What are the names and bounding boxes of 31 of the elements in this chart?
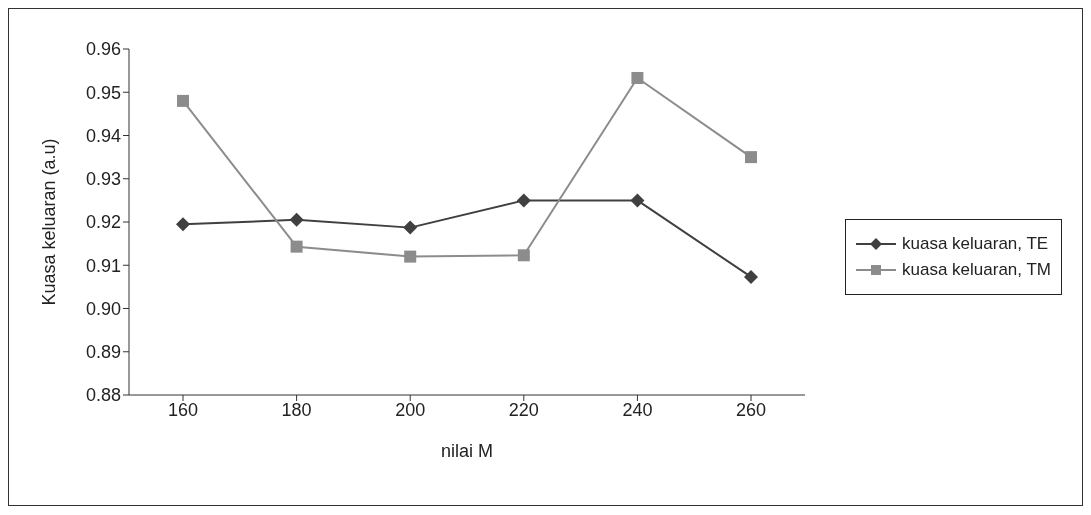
x-tick-label: 160 <box>167 399 199 420</box>
x-tick-label: 220 <box>508 399 539 420</box>
y-tick-label: 0.93 <box>85 169 121 190</box>
x-tick-label: 260 <box>735 399 767 420</box>
legend-label: kuasa keluaran, TE <box>902 234 1049 254</box>
legend-label: kuasa keluaran, TM <box>902 260 1051 280</box>
x-tick-label: 200 <box>395 399 426 420</box>
y-tick-label: 0.96 <box>85 39 121 60</box>
y-tick-label: 0.94 <box>85 125 121 146</box>
point <box>404 250 417 263</box>
y-tick-label: 0.90 <box>85 298 121 319</box>
y-tick-label: 0.88 <box>85 385 121 406</box>
point <box>403 220 418 235</box>
point <box>516 193 531 208</box>
y-tick-label: 0.89 <box>85 342 121 363</box>
x-axis-title: nilai M <box>441 441 494 461</box>
x-tick-label: 180 <box>281 399 312 420</box>
x-tick-label: 240 <box>622 399 653 420</box>
point <box>289 212 304 227</box>
point <box>517 249 530 262</box>
y-tick-label: 0.91 <box>85 255 121 276</box>
point <box>631 71 644 84</box>
point <box>744 269 759 284</box>
point <box>176 217 190 232</box>
y-tick-label: 0.95 <box>85 82 121 103</box>
point <box>630 193 645 208</box>
point <box>745 151 758 164</box>
point <box>290 240 303 253</box>
point <box>177 94 189 107</box>
y-tick-label: 0.92 <box>85 212 121 233</box>
y-axis-title: Kuasa keluaran (a.u) <box>39 138 60 306</box>
